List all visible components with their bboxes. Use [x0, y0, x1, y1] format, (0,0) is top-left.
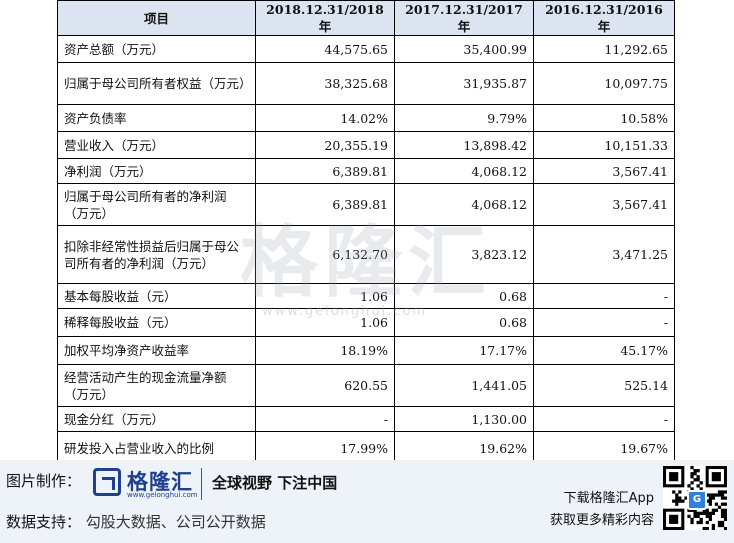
row-label: 归属于母公司所有者权益（万元） — [57, 62, 256, 105]
table-cell: 10,151.33 — [533, 131, 675, 159]
table-cell: 31,935.87 — [394, 62, 534, 105]
table-cell: 6,389.81 — [255, 158, 395, 184]
table-row: 净利润（万元） 6,389.81 4,068.12 3,567.41 — [57, 158, 675, 184]
table-cell: 6,132.70 — [255, 225, 395, 284]
row-label: 基本每股收益（元） — [57, 283, 256, 309]
made-by-label: 图片制作： — [6, 472, 82, 490]
row-label: 营业收入（万元） — [57, 131, 256, 159]
table-row: 加权平均净资产收益率 18.19% 17.17% 45.17% — [57, 336, 675, 365]
table-cell: 4,068.12 — [394, 183, 534, 226]
left-margin — [0, 0, 57, 460]
table-cell: 9.79% — [394, 104, 534, 132]
logo-url: www.gelonghui.com — [127, 491, 198, 499]
table-cell: 0.68 — [394, 283, 534, 309]
table-cell: 45.17% — [533, 336, 675, 365]
app-download-text: 下载格隆汇App — [563, 491, 654, 506]
table-cell: 3,567.41 — [533, 158, 675, 184]
row-label: 资产负债率 — [57, 104, 256, 132]
qr-badge: G — [687, 490, 707, 510]
row-label: 归属于母公司所有者的净利润（万元） — [57, 183, 256, 226]
table-cell: 3,823.12 — [394, 225, 534, 284]
app-more-content-text: 获取更多精彩内容 — [549, 513, 654, 528]
table-cell: 1.06 — [255, 283, 395, 309]
gelonghui-logo: 格隆汇 www.gelonghui.com — [93, 466, 198, 502]
table-row: 归属于母公司所有者的净利润（万元） 6,389.81 4,068.12 3,567.4… — [57, 183, 675, 226]
column-header-2018: 2018.12.31/2018 年 — [255, 0, 395, 36]
row-label: 现金分红（万元） — [57, 406, 256, 432]
table-cell: 35,400.99 — [394, 35, 534, 63]
data-support: 数据支持： 勾股大数据、公司公开数据 — [6, 511, 266, 532]
table-cell: 10,097.75 — [533, 62, 675, 105]
table-row: 资产负债率 14.02% 9.79% 10.58% — [57, 104, 675, 132]
table-row: 扣除非经常性损益后归属于母公司所有者的净利润（万元） 6,132.70 3,823.… — [57, 225, 675, 284]
table-header-row: 项目 2018.12.31/2018 年 2017.12.31/2017 年 2… — [57, 0, 675, 36]
row-label: 经营活动产生的现金流量净额（万元） — [57, 364, 256, 407]
table-row: 基本每股收益（元） 1.06 0.68- — [57, 283, 675, 309]
table-cell: 11,292.65 — [533, 35, 675, 63]
row-label: 扣除非经常性损益后归属于母公司所有者的净利润（万元） — [57, 225, 256, 284]
table-cell: 1.06 — [255, 308, 395, 337]
financial-table-container: 项目 2018.12.31/2018 年 2017.12.31/2017 年 2… — [57, 0, 675, 466]
table-cell: 3,567.41 — [533, 183, 675, 226]
table-row: 稀释每股收益（元） 1.06 0.68- — [57, 308, 675, 337]
table-cell: 44,575.65 — [255, 35, 395, 63]
row-label: 资产总额（万元） — [57, 35, 256, 63]
table-row: 归属于母公司所有者权益（万元） 38,325.68 31,935.87 10,097.… — [57, 62, 675, 105]
table-cell: 38,325.68 — [255, 62, 395, 105]
table-cell: 1,441.05 — [394, 364, 534, 407]
table-cell: - — [533, 406, 675, 432]
table-cell: - — [255, 406, 395, 432]
table-cell: - — [533, 308, 675, 337]
row-label: 净利润（万元） — [57, 158, 256, 184]
footer-divider — [201, 468, 202, 500]
table-cell: 4,068.12 — [394, 158, 534, 184]
data-sources: 勾股大数据、公司公开数据 — [85, 513, 266, 531]
table-cell: 18.19% — [255, 336, 395, 365]
column-header-item: 项目 — [57, 0, 256, 36]
table-row: 资产总额（万元） 44,575.65 35,400.99 11,292.65 — [57, 35, 675, 63]
table-cell: 1,130.00 — [394, 406, 534, 432]
table-cell: 20,355.19 — [255, 131, 395, 159]
logo-name: 格隆汇 — [127, 470, 193, 494]
table-cell: 0.68 — [394, 308, 534, 337]
table-cell: 620.55 — [255, 364, 395, 407]
column-header-2017: 2017.12.31/2017 年 — [394, 0, 534, 36]
gelonghui-logo-icon — [93, 468, 121, 496]
table-cell: 525.14 — [533, 364, 675, 407]
financial-table: 项目 2018.12.31/2018 年 2017.12.31/2017 年 2… — [57, 0, 675, 466]
table-cell: 3,471.25 — [533, 225, 675, 284]
qr-code-icon[interactable]: G — [663, 466, 728, 531]
table-cell: 10.58% — [533, 104, 675, 132]
slogan: 全球视野 下注中国 — [212, 474, 338, 492]
table-row: 营业收入（万元） 20,355.19 13,898.42 10,151.33 — [57, 131, 675, 159]
row-label: 加权平均净资产收益率 — [57, 336, 256, 365]
column-header-2016: 2016.12.31/2016 年 — [533, 0, 675, 36]
table-cell: 13,898.42 — [394, 131, 534, 159]
table-cell: 6,389.81 — [255, 183, 395, 226]
footer-banner: 图片制作： 格隆汇 www.gelonghui.com 全球视野 下注中国 数据… — [0, 460, 734, 543]
table-cell: - — [533, 283, 675, 309]
table-row: 经营活动产生的现金流量净额（万元） 620.55 1,441.05 525.14 — [57, 364, 675, 407]
table-cell: 14.02% — [255, 104, 395, 132]
table-row: 现金分红（万元） -1,130.00- — [57, 406, 675, 432]
app-promo: 下载格隆汇App 获取更多精彩内容 — [550, 488, 654, 532]
table-cell: 17.17% — [394, 336, 534, 365]
row-label: 稀释每股收益（元） — [57, 308, 256, 337]
data-support-label: 数据支持： — [6, 513, 82, 531]
